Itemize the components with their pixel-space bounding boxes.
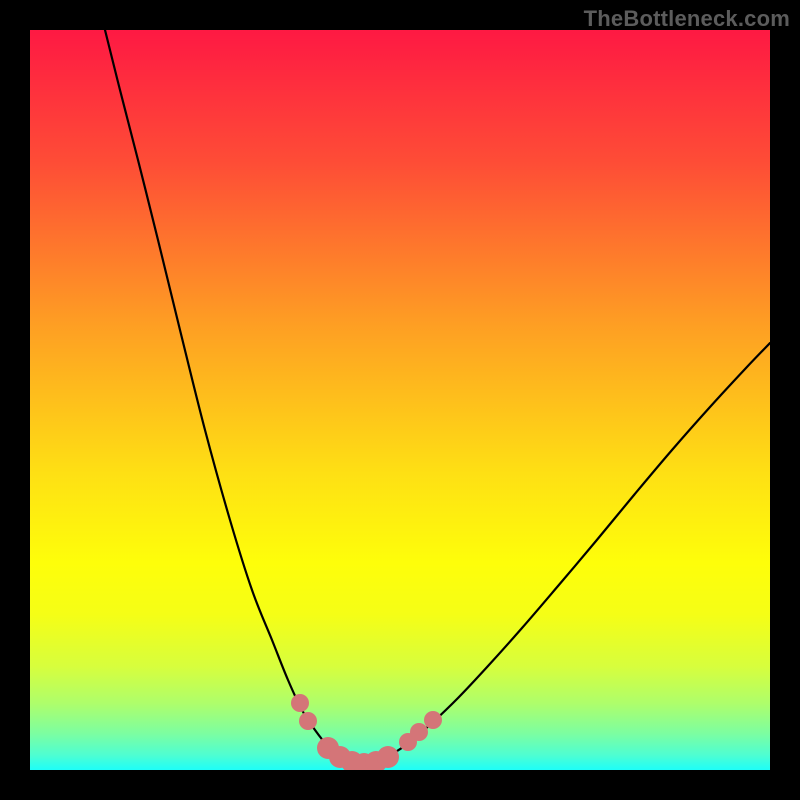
- marker-point: [299, 712, 317, 730]
- marker-point: [291, 694, 309, 712]
- gradient-background: [30, 30, 770, 770]
- marker-point: [424, 711, 442, 729]
- marker-point: [377, 746, 399, 768]
- chart-container: TheBottleneck.com: [0, 0, 800, 800]
- marker-point: [410, 723, 428, 741]
- chart-svg: [30, 30, 770, 770]
- plot-area: [30, 30, 770, 770]
- watermark-text: TheBottleneck.com: [584, 6, 790, 32]
